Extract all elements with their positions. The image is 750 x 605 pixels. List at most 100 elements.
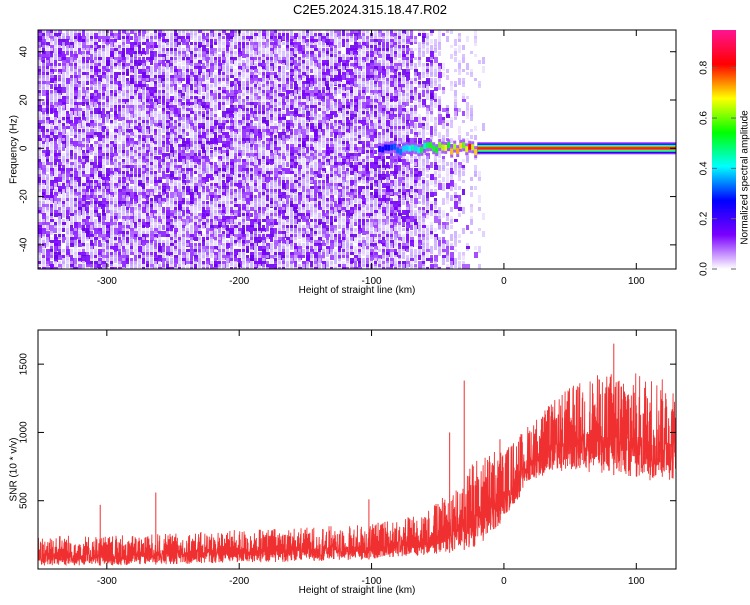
spectrogram-cell (46, 90, 49, 95)
spectrogram-cell (282, 213, 285, 218)
spectrogram-cell (234, 180, 237, 185)
spectrogram-cell (174, 165, 178, 170)
spectrogram-cell (282, 120, 285, 125)
spectrogram-cell (270, 267, 274, 269)
spectrogram-cell (110, 234, 113, 239)
spectrogram-cell (138, 168, 141, 171)
spectrogram-cell (134, 105, 137, 110)
spectrogram-cell (286, 48, 289, 51)
spectrogram-cell (226, 156, 229, 161)
spectrogram-cell (302, 165, 305, 168)
spectrogram-cell (162, 168, 165, 171)
spectrogram-cell (146, 39, 149, 42)
spectrogram-cell (198, 159, 201, 164)
spectrogram-cell (154, 108, 157, 111)
spectrogram-cell (38, 213, 41, 217)
spectrogram-cell (198, 243, 201, 246)
spectrogram-cell (274, 51, 277, 54)
spectrogram-cell (290, 150, 294, 154)
spectrogram-cell (134, 126, 138, 130)
spectrogram-cell (58, 30, 62, 34)
spectrogram-cell (214, 147, 217, 152)
spectrogram-cell (82, 168, 85, 172)
spectrogram-cell (206, 150, 209, 157)
spectrogram-cell (66, 51, 69, 55)
spectrogram-cell (58, 189, 62, 194)
spectrogram-cell (210, 252, 213, 256)
spectrogram-cell (250, 213, 253, 217)
spectrogram-cell (290, 198, 293, 201)
spectrogram-cell (250, 195, 253, 201)
spectrogram-cell (186, 267, 189, 269)
spectrogram-cell (66, 99, 69, 103)
spectrogram-cell (170, 123, 173, 127)
spectrogram-cell (98, 210, 101, 215)
spectrogram-cell (278, 210, 281, 215)
spectrogram-cell (106, 195, 109, 199)
spectrogram-cell (138, 129, 141, 132)
spectrogram-cell (170, 228, 173, 232)
spectrogram-cell (194, 246, 197, 250)
spectrogram-cell (246, 261, 249, 264)
spectrogram-cell (102, 66, 106, 71)
spectrogram-cell (70, 216, 73, 220)
spectrogram-cell (170, 111, 173, 115)
spectrogram-cell (274, 246, 277, 249)
spectrogram-cell (162, 99, 165, 103)
spectrogram-cell (222, 192, 226, 196)
spectrogram-cell (118, 57, 122, 62)
spectrogram-cell (286, 135, 290, 139)
spectrogram-cell (250, 96, 253, 100)
spectrogram-cell (102, 219, 105, 223)
spectrogram-cell (158, 69, 161, 74)
spectrogram-cell (278, 189, 281, 194)
spectrogram-cell (142, 36, 145, 39)
spectrogram-cell (130, 102, 133, 107)
spectrogram-cell (106, 84, 109, 89)
spectrogram-cell (158, 162, 161, 166)
spectrogram-cell (162, 36, 165, 41)
spectrogram-cell (122, 207, 125, 211)
spectrogram-cell (166, 183, 169, 187)
spectrogram-cell (94, 168, 97, 173)
spectrogram-cell (122, 159, 125, 164)
spectrogram-cell (106, 177, 110, 181)
spectrogram-cell (266, 267, 269, 269)
spectrogram-cell (74, 150, 77, 154)
spectrogram-cell (222, 36, 225, 39)
spectrogram-cell (294, 150, 298, 155)
spectrogram-cell (50, 156, 53, 163)
spectrogram-cell (198, 105, 201, 108)
spectrogram-cell (38, 189, 41, 192)
spectrogram-cell (298, 228, 301, 233)
spectrogram-cell (134, 234, 137, 239)
spectrogram-cell (126, 36, 129, 39)
spectrogram-cell (98, 225, 101, 228)
spectrogram-cell (122, 204, 125, 207)
spectrogram-cell (278, 39, 281, 43)
spectrogram-cell (286, 264, 289, 269)
spectrogram-cell (118, 183, 121, 187)
spectrogram-cell (54, 60, 57, 68)
spectrogram-cell (198, 69, 201, 72)
spectrogram-cell (294, 60, 297, 64)
spectrogram-cell (166, 234, 170, 237)
spectrogram-cell (154, 267, 157, 269)
spectrogram-cell (150, 219, 153, 224)
spectrogram-cell (158, 36, 161, 41)
spectrogram-cell (286, 93, 289, 96)
spectrogram-cell (210, 231, 213, 236)
spectrogram-cell (234, 45, 237, 49)
spectrogram-cell (154, 114, 157, 118)
spectrogram-cell (186, 60, 190, 65)
spectrogram-cell (46, 228, 49, 231)
spectrogram-cell (58, 108, 61, 112)
spectrogram-cell (190, 264, 193, 268)
spectrogram-cell (290, 36, 294, 41)
spectrogram-cell (114, 126, 117, 130)
spectrogram-cell (58, 156, 61, 161)
spectrogram-cell (158, 33, 161, 38)
spectrogram-cell (270, 168, 273, 172)
spectrogram-cell (302, 144, 306, 148)
